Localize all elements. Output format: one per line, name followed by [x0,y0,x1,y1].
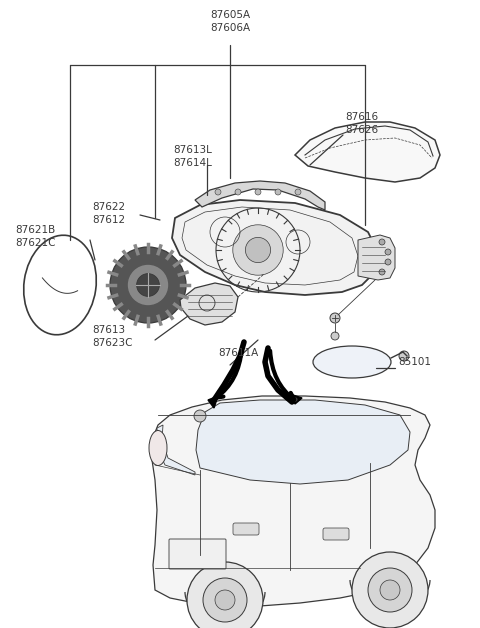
Polygon shape [152,396,435,606]
Circle shape [255,189,261,195]
Polygon shape [290,394,302,404]
Polygon shape [358,235,395,280]
FancyBboxPatch shape [233,523,259,535]
Text: 87605A
87606A: 87605A 87606A [210,10,250,33]
Text: 87611A: 87611A [218,348,258,358]
Circle shape [330,313,340,323]
Circle shape [137,274,159,296]
Circle shape [203,578,247,622]
Circle shape [368,568,412,612]
Circle shape [245,237,271,263]
Circle shape [385,259,391,265]
Circle shape [379,239,385,245]
Circle shape [380,580,400,600]
Polygon shape [157,425,195,475]
Circle shape [235,189,241,195]
Circle shape [385,249,391,255]
Polygon shape [196,400,410,484]
Circle shape [399,351,409,361]
Circle shape [110,247,186,323]
FancyBboxPatch shape [323,528,349,540]
Ellipse shape [313,346,391,378]
Circle shape [379,269,385,275]
Polygon shape [172,200,378,295]
Text: 87613L
87614L: 87613L 87614L [174,145,213,168]
Text: 87622
87612: 87622 87612 [92,202,125,225]
Circle shape [331,332,339,340]
Circle shape [352,552,428,628]
Circle shape [275,189,281,195]
Circle shape [233,225,283,275]
Text: 85101: 85101 [398,357,431,367]
Circle shape [187,562,263,628]
Polygon shape [180,283,238,325]
Circle shape [295,189,301,195]
Polygon shape [295,122,440,182]
FancyBboxPatch shape [169,539,226,569]
Circle shape [194,410,206,422]
Polygon shape [195,181,325,210]
Circle shape [215,189,221,195]
Circle shape [215,590,235,610]
Text: 87621B
87621C: 87621B 87621C [15,225,56,248]
Circle shape [127,264,169,306]
Text: 87616
87626: 87616 87626 [345,112,378,135]
Ellipse shape [149,431,167,465]
Text: 87613
87623C: 87613 87623C [92,325,132,348]
Polygon shape [208,396,218,408]
